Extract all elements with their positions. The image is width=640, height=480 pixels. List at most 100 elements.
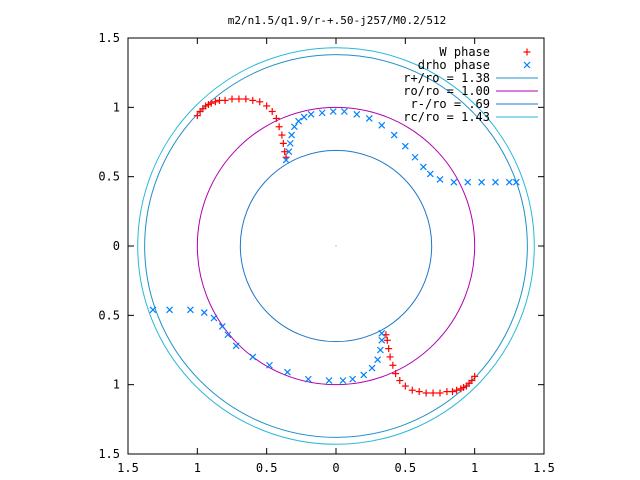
drho-phase-point	[353, 110, 361, 118]
x-tick-label: 0.5	[394, 461, 416, 475]
drho-phase-point	[411, 153, 419, 161]
w-phase-point	[221, 96, 229, 104]
drho-phase-point	[318, 109, 326, 117]
drho-phase-point	[166, 306, 174, 314]
w-phase-point	[396, 377, 404, 385]
drho-phase-point	[450, 178, 458, 186]
w-phase-point	[279, 139, 287, 147]
w-phase-point	[207, 99, 215, 107]
drho-phase-point	[464, 178, 472, 186]
reference-circle	[239, 149, 433, 343]
reference-circle	[196, 106, 476, 386]
w-phase-point	[386, 353, 394, 361]
w-phase-point	[228, 95, 236, 103]
w-phase-point	[385, 345, 393, 353]
w-phase-point	[392, 370, 400, 378]
x-axis-ticks: 1.5 1 0.5 0 0.5 1 1.5	[117, 38, 555, 475]
w-phase-point	[278, 131, 286, 139]
drho-phase-point	[307, 110, 315, 118]
legend-label: drho phase	[418, 58, 490, 72]
drho-phase-point	[339, 377, 347, 384]
drho-phase-point	[224, 331, 232, 339]
y-tick-label: 0.5	[98, 170, 120, 184]
drho-phase-point	[478, 178, 486, 186]
w-phase-point	[436, 389, 444, 397]
reference-circles	[137, 47, 535, 445]
drho-phase-point	[365, 115, 373, 122]
drho-phase-point	[360, 371, 368, 379]
x-tick-label: 1	[471, 461, 478, 475]
center-point	[335, 245, 337, 247]
w-phase-point	[242, 95, 250, 103]
y-tick-label: 1	[113, 378, 120, 392]
drho-phase-point	[266, 361, 273, 369]
drho-phase-point	[378, 121, 386, 129]
legend-label: ro/ro = 1.00	[403, 84, 490, 98]
drho-phase-point	[325, 377, 333, 384]
w-phase-point	[272, 114, 280, 122]
drho-phase-point	[329, 108, 337, 115]
drho-phase-point	[286, 139, 294, 147]
x-tick-label: 1.5	[117, 461, 139, 475]
w-phase-point	[457, 385, 465, 393]
drho-phase-point	[282, 156, 290, 164]
drho-phase-point	[374, 356, 382, 364]
drho-phase-point	[186, 306, 194, 314]
legend-cross-marker	[523, 61, 531, 69]
drho-phase-point	[210, 314, 218, 322]
w-phase-point	[389, 361, 397, 369]
legend-label: r-/ro = .69	[411, 97, 490, 111]
drho-phase-point	[295, 117, 302, 125]
legend-label: r+/ro = 1.38	[403, 71, 490, 85]
drho-phase-point	[290, 123, 298, 131]
legend-label: W phase	[439, 45, 490, 59]
drho-phase-point	[378, 336, 386, 344]
w-phase-point	[429, 389, 437, 397]
drho-phase-point	[426, 170, 434, 178]
x-tick-label: 0	[332, 461, 339, 475]
w-phase-point	[249, 96, 257, 104]
w-phase-point	[268, 107, 276, 115]
reference-circle	[144, 54, 528, 438]
drho-phase-point	[436, 176, 444, 183]
legend-plus-marker	[523, 48, 531, 56]
w-phase-point	[408, 386, 416, 394]
w-phase-point	[453, 386, 461, 394]
drho-phase-point	[419, 163, 427, 171]
reference-circle	[137, 47, 535, 445]
w-phase-point	[281, 148, 289, 156]
w-phase-point	[415, 388, 423, 396]
drho-phase-point	[285, 148, 293, 156]
y-tick-label: 1	[113, 100, 120, 114]
drho-phase-point	[368, 364, 376, 372]
chart-title: m2/n1.5/q1.9/r-+.50-j257/M0.2/512	[228, 14, 447, 27]
w-phase-point	[256, 98, 264, 106]
drho-phase-point	[218, 323, 226, 330]
x-tick-label: 0.5	[256, 461, 278, 475]
drho-phase-point	[232, 342, 240, 350]
y-tick-label: 1.5	[98, 31, 120, 45]
drho-phase-point	[340, 108, 348, 115]
x-tick-label: 1.5	[533, 461, 555, 475]
y-tick-label: 0	[113, 239, 120, 253]
drho-phase-point	[401, 142, 409, 150]
series-drho-phase	[149, 108, 520, 384]
y-axis-ticks: 1.5 1 0.5 0 0.5 1 1.5	[98, 31, 544, 461]
w-phase-point	[443, 388, 451, 396]
drho-phase-point	[284, 368, 291, 376]
w-phase-point	[401, 382, 409, 390]
y-tick-label: 0.5	[98, 308, 120, 322]
w-phase-point	[471, 372, 479, 380]
drho-phase-point	[492, 178, 499, 186]
x-tick-label: 1	[194, 461, 201, 475]
legend-label: rc/ro = 1.43	[403, 110, 490, 124]
drho-phase-point	[376, 346, 384, 354]
drho-phase-point	[505, 178, 513, 186]
drho-phase-point	[149, 306, 157, 314]
drho-phase-point	[200, 309, 208, 316]
drho-phase-point	[378, 329, 386, 337]
drho-phase-point	[300, 113, 308, 121]
drho-phase-point	[304, 375, 312, 383]
